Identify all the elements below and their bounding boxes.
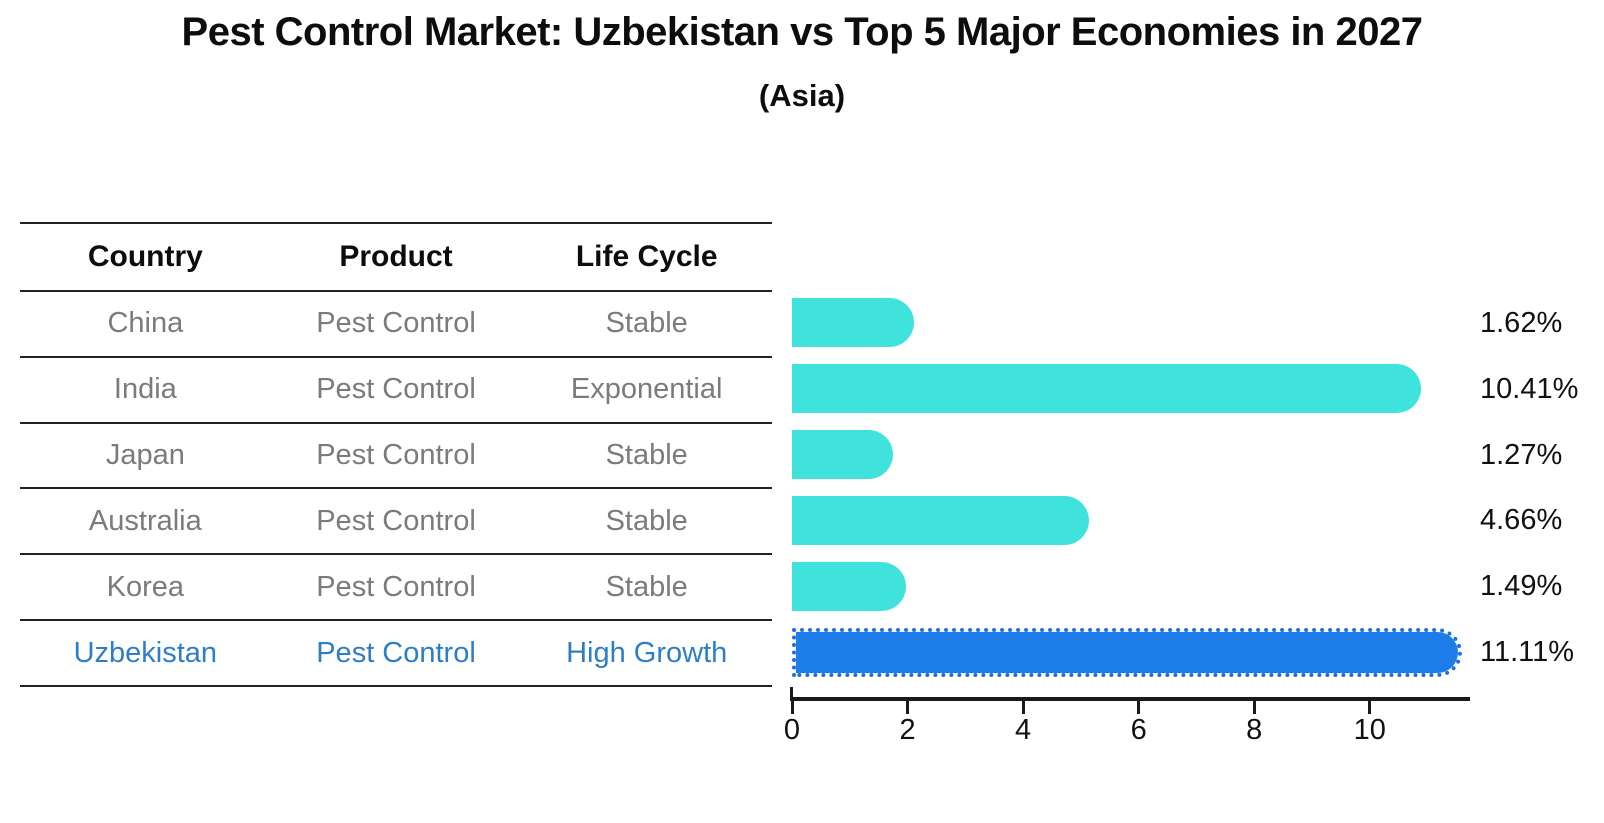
chart-subtitle: (Asia) [758, 78, 846, 113]
table-row: Australia Pest Control Stable [20, 489, 772, 556]
x-axis-tick-label: 2 [899, 714, 916, 746]
x-axis-tick [1252, 701, 1256, 714]
x-axis-left-stub [790, 687, 793, 701]
bar-value-label: 10.41% [1480, 372, 1579, 405]
cell-product: Pest Control [316, 373, 476, 406]
x-axis-tick [1368, 701, 1372, 714]
bar-korea [792, 561, 907, 611]
x-axis-tick [1137, 701, 1141, 714]
cell-country: India [113, 373, 177, 406]
cell-country: Korea [106, 570, 185, 603]
cell-life-cycle: High Growth [566, 636, 728, 669]
cell-country: China [107, 307, 184, 340]
cell-country: Japan [105, 439, 185, 472]
cell-life-cycle: Stable [605, 307, 688, 340]
bar-value-label: 1.49% [1480, 570, 1563, 603]
table-header-row: Country Product Life Cycle [20, 224, 772, 292]
bar-china [792, 298, 914, 348]
x-axis-tick-label: 8 [1246, 714, 1263, 746]
x-axis-tick-label: 6 [1130, 714, 1147, 746]
table-row: Japan Pest Control Stable [20, 424, 772, 490]
col-header-country: Country [87, 240, 203, 273]
bar-india [792, 364, 1422, 414]
cell-product: Pest Control [316, 504, 476, 537]
cell-country: Australia [88, 504, 202, 537]
col-header-life-cycle: Life Cycle [575, 240, 718, 273]
bar-uzbekistan [792, 627, 1462, 677]
cell-life-cycle: Stable [605, 504, 688, 537]
x-axis-tick [906, 701, 910, 714]
table-row-highlighted: Uzbekistan Pest Control High Growth [20, 621, 772, 687]
cell-product: Pest Control [316, 439, 476, 472]
cell-life-cycle: Stable [605, 570, 688, 603]
table-row: Korea Pest Control Stable [20, 555, 772, 622]
x-axis-line [790, 697, 1470, 701]
x-axis-tick-label: 4 [1015, 714, 1032, 746]
cell-life-cycle: Exponential [570, 373, 723, 406]
chart-title: Pest Control Market: Uzbekistan vs Top 5… [181, 10, 1423, 54]
table-row: China Pest Control Stable [20, 292, 772, 358]
table-row: India Pest Control Exponential [20, 358, 772, 424]
x-axis-tick-label: 10 [1353, 714, 1386, 746]
col-header-product: Product [339, 240, 453, 273]
x-axis-tick [790, 701, 794, 714]
cell-product: Pest Control [316, 307, 476, 340]
x-axis-tick-label: 0 [783, 714, 801, 746]
cell-product: Pest Control [316, 636, 476, 669]
cell-life-cycle: Stable [605, 439, 688, 472]
x-axis-tick [1021, 701, 1025, 714]
cell-country: Uzbekistan [73, 636, 218, 669]
cell-product: Pest Control [316, 570, 476, 603]
bar-value-label: 1.62% [1480, 306, 1563, 339]
bar-value-label: 1.27% [1480, 438, 1563, 471]
bar-japan [792, 430, 894, 480]
bar-value-label: 11.11% [1480, 636, 1575, 669]
bar-value-label: 4.66% [1480, 504, 1563, 537]
bar-australia [792, 495, 1090, 545]
country-table: Country Product Life Cycle China Pest Co… [20, 222, 772, 687]
